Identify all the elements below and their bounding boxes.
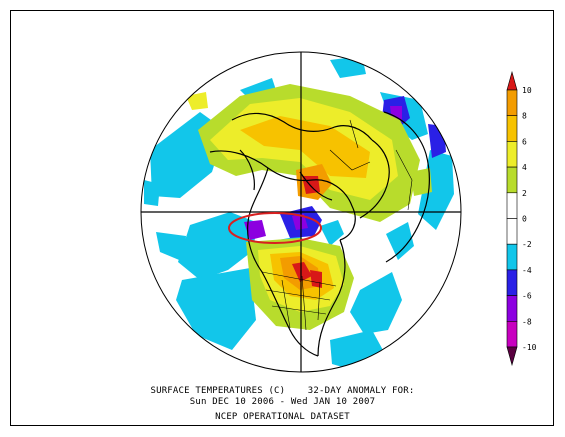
colorbar-tick-label: -4 bbox=[522, 266, 532, 275]
colorbar-tick-label: 6 bbox=[522, 137, 527, 146]
colorbar: 10 8 6 4 2 0 -2 -4 -6 -8 -10 bbox=[506, 70, 537, 367]
colorbar-tick-label: -6 bbox=[522, 292, 532, 301]
colorbar-band bbox=[506, 295, 518, 322]
colorbar-band bbox=[506, 192, 518, 219]
colorbar-tick-label: 8 bbox=[522, 112, 527, 121]
map-disk bbox=[141, 52, 461, 372]
cold-anomaly-regions bbox=[144, 56, 454, 372]
colorbar-band bbox=[506, 269, 518, 296]
colorbar-tick-label: -2 bbox=[522, 240, 532, 249]
caption-line-1: SURFACE TEMPERATURES (C) 32-DAY ANOMALY … bbox=[150, 386, 415, 396]
colorbar-tick-label: -8 bbox=[522, 317, 532, 326]
caption-line-2: Sun DEC 10 2006 - Wed JAN 10 2007 bbox=[189, 397, 376, 407]
colorbar-band bbox=[506, 141, 518, 168]
borders bbox=[261, 119, 413, 331]
colorbar-band bbox=[506, 89, 518, 117]
colorbar-band bbox=[506, 218, 518, 245]
colorbar-band bbox=[506, 166, 518, 194]
graticule-lines bbox=[141, 52, 461, 372]
map-boundary bbox=[140, 51, 462, 373]
highlight-ellipse bbox=[228, 212, 322, 244]
colorbar-bottom-arrow bbox=[506, 346, 518, 367]
colorbar-tick-label: 0 bbox=[522, 215, 527, 224]
colorbar-band bbox=[506, 115, 518, 142]
colorbar-tick-label: -10 bbox=[522, 343, 537, 352]
colorbar-tick-label: 2 bbox=[522, 189, 527, 198]
caption-line-3: NCEP OPERATIONAL DATASET bbox=[215, 412, 350, 422]
colorbar-tick-label: 4 bbox=[522, 163, 527, 172]
colorbar-top-arrow bbox=[506, 70, 518, 91]
colorbar-band bbox=[506, 243, 518, 271]
colorbar-band bbox=[506, 320, 518, 348]
colorbar-tick-label: 10 bbox=[522, 86, 532, 95]
